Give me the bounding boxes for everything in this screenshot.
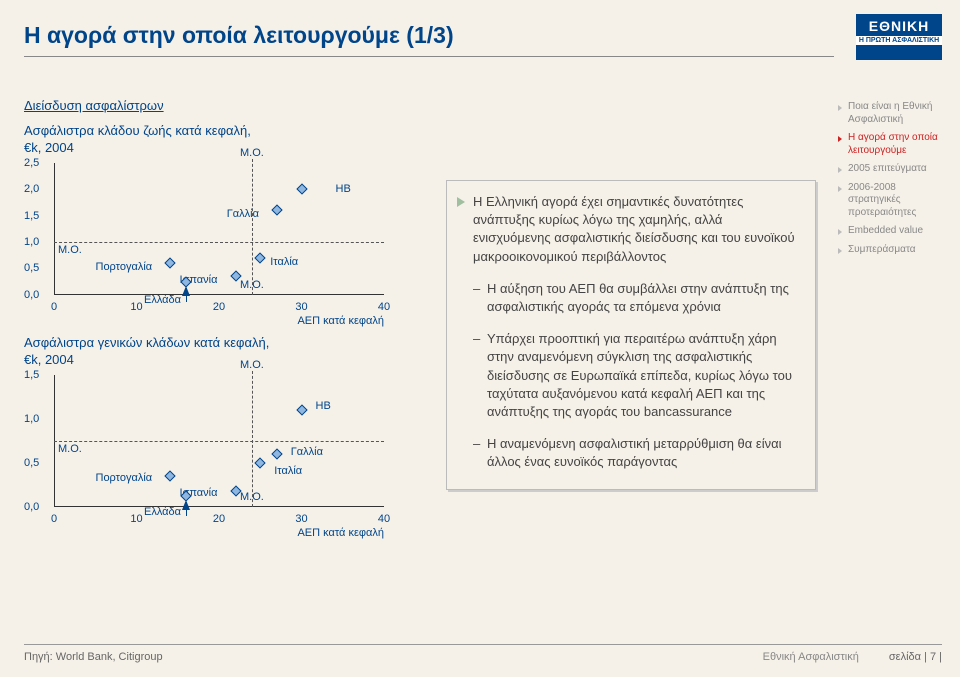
chart-point-label: Ιταλία — [270, 256, 298, 268]
logo-main: ΕΘΝΙΚΗ — [869, 18, 929, 34]
chart-life-premiums: Ασφάλιστρα κλάδου ζωής κατά κεφαλή, €k, … — [24, 123, 424, 313]
page-title: Η αγορά στην οποία λειτουργούμε (1/3) — [24, 22, 454, 49]
charts-header: Διείσδυση ασφαλίστρων — [24, 98, 424, 113]
chart-point-label: Γαλλία — [291, 446, 323, 458]
chart-point — [271, 205, 282, 216]
header: Η αγορά στην οποία λειτουργούμε (1/3) ΕΘ… — [0, 0, 960, 74]
nav-item[interactable]: Ποια είναι η Εθνική Ασφαλιστική — [838, 98, 946, 129]
sub-bullet: Υπάρχει προοπτική για περαιτέρω ανάπτυξη… — [457, 330, 801, 421]
nav-item[interactable]: Συμπεράσματα — [838, 241, 946, 260]
footer-source: Πηγή: World Bank, Citigroup — [24, 651, 163, 663]
chart-point — [296, 184, 307, 195]
nav-item[interactable]: Η αγορά στην οποία λειτουργούμε — [838, 129, 946, 160]
bullets-box: Η Ελληνική αγορά έχει σημαντικές δυνατότ… — [446, 180, 816, 490]
sub-bullet: Η αύξηση του ΑΕΠ θα συμβάλλει στην ανάπτ… — [457, 280, 801, 316]
chart-point-label: ΗΒ — [336, 183, 351, 195]
chart1-plot: 0102030400,00,51,01,52,02,5Μ.Ο.Μ.Ο.Μ.Ο.Α… — [24, 163, 384, 313]
company-logo: ΕΘΝΙΚΗ Η ΠΡΩΤΗ ΑΣΦΑΛΙΣΤΙΚΗ — [856, 14, 942, 60]
chart-point-label: Πορτογαλία — [96, 261, 153, 273]
nav-item[interactable]: Embedded value — [838, 222, 946, 241]
title-underline — [24, 56, 834, 57]
chart-point — [164, 470, 175, 481]
chart1-caption: Ασφάλιστρα κλάδου ζωής κατά κεφαλή, €k, … — [24, 123, 424, 157]
chart2-plot: 0102030400,00,51,01,5Μ.Ο.Μ.Ο.Μ.Ο.ΑΕΠ κατ… — [24, 375, 384, 525]
chart2-caption: Ασφάλιστρα γενικών κλάδων κατά κεφαλή, €… — [24, 335, 424, 369]
footer-page: σελίδα | 7 | — [889, 651, 942, 663]
chart-point-label: Ελλάδα — [144, 506, 181, 518]
outline-nav: Ποια είναι η Εθνική ΑσφαλιστικήΗ αγορά σ… — [838, 98, 946, 259]
chart-point-label: Γαλλία — [227, 208, 259, 220]
chart-point — [164, 257, 175, 268]
footer-company: Εθνική Ασφαλιστική — [763, 651, 859, 663]
lead-bullet: Η Ελληνική αγορά έχει σημαντικές δυνατότ… — [457, 193, 801, 266]
footer: Πηγή: World Bank, Citigroup Εθνική Ασφαλ… — [24, 644, 942, 663]
chart-point — [271, 448, 282, 459]
chart-point-label: Ιταλία — [274, 465, 302, 477]
chart-point-label: Ελλάδα — [144, 294, 181, 306]
charts-column: Διείσδυση ασφαλίστρων Ασφάλιστρα κλάδου … — [24, 98, 424, 547]
chart-point — [296, 404, 307, 415]
nav-item[interactable]: 2005 επιτεύγματα — [838, 160, 946, 179]
chart-point-label: Πορτογαλία — [96, 472, 153, 484]
chart-nonlife-premiums: Ασφάλιστρα γενικών κλάδων κατά κεφαλή, €… — [24, 335, 424, 525]
bullets-panel: Η Ελληνική αγορά έχει σημαντικές δυνατότ… — [446, 180, 816, 490]
chart-point-label: ΗΒ — [316, 400, 331, 412]
nav-item[interactable]: 2006-2008 στρατηγικές προτεραιότητες — [838, 179, 946, 223]
chart-point — [255, 457, 266, 468]
logo-sub: Η ΠΡΩΤΗ ΑΣΦΑΛΙΣΤΙΚΗ — [856, 36, 942, 45]
sub-bullet: Η αναμενόμενη ασφαλιστική μεταρρύθμιση θ… — [457, 435, 801, 471]
chart-point — [255, 252, 266, 263]
